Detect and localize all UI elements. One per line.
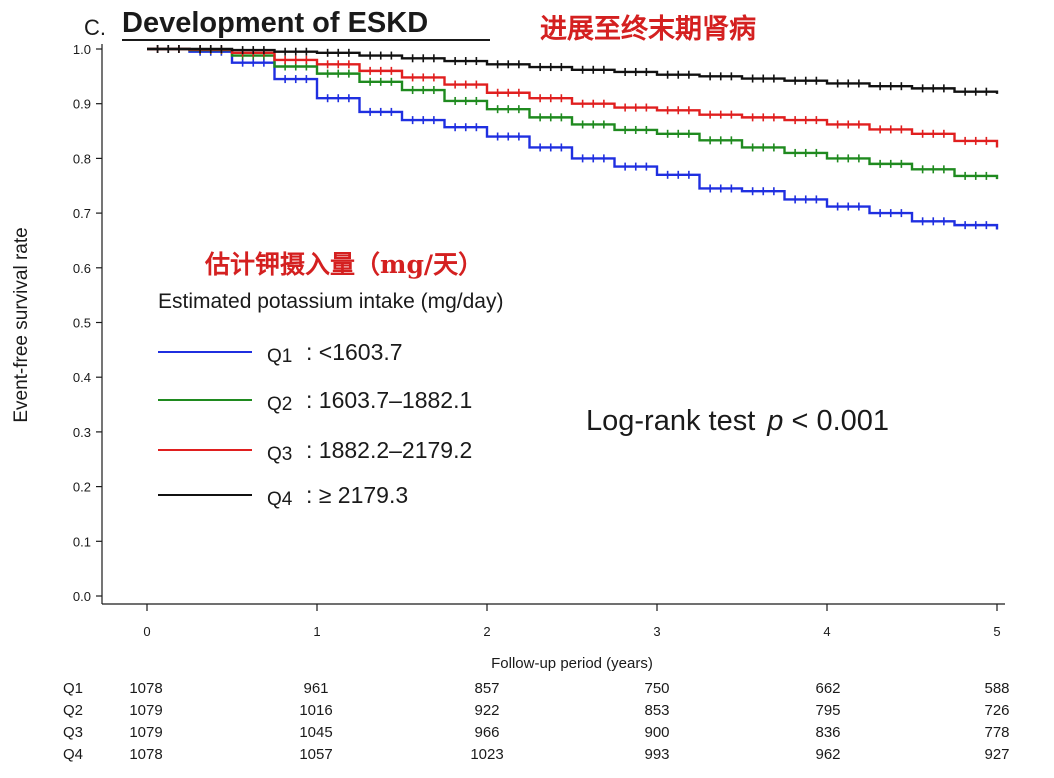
risk-cell: 962 [815,746,840,763]
risk-cell: 588 [984,680,1009,697]
legend-range: : 1882.2–2179.2 [306,437,472,463]
logrank-annotation: Log-rank test p < 0.001 [586,405,889,437]
x-tick-label: 0 [143,624,150,639]
legend: Q1 : <1603.7 Q2 : 1603.7–1882.1 Q3 : 1882.2–2… [158,339,472,510]
risk-cell: 1078 [129,680,162,697]
risk-row-label: Q4 [63,746,83,763]
legend-range: : ≥ 2179.3 [306,482,408,508]
y-tick-label: 0.5 [73,316,91,331]
legend-range: : 1603.7–1882.1 [306,387,472,413]
risk-cell: 1079 [129,702,162,719]
risk-cell: 1078 [129,746,162,763]
legend-quartile: Q1 [267,346,292,367]
panel-letter: C. [84,15,106,40]
risk-table: Q1 1078 961 857 750 662 588 Q2 1079 1016 922 853 795… [63,680,1010,763]
panel-title: Development of ESKD [122,7,428,39]
logrank-p-symbol: p [766,405,783,437]
risk-row-q1: Q1 1078 961 857 750 662 588 [63,680,1010,697]
legend-item-q3: Q3 : 1882.2–2179.2 [158,437,472,465]
risk-cell: 1057 [299,746,332,763]
y-tick-label: 1.0 [73,42,91,57]
survival-curves [147,45,999,230]
x-axis-ticks: 0 1 2 3 4 5 [143,604,1001,639]
risk-cell: 1016 [299,702,332,719]
y-tick-label: 0.3 [73,425,91,440]
legend-range: : <1603.7 [306,339,403,365]
legend-quartile: Q3 [267,444,292,465]
risk-cell: 927 [984,746,1009,763]
risk-cell: 662 [815,680,840,697]
legend-heading-cn: 估计钾摄入量（mg/天） [204,250,483,279]
risk-cell: 857 [474,680,499,697]
censor-marks-q1 [156,45,988,230]
censor-marks-q2 [156,45,988,180]
x-tick-label: 2 [483,624,490,639]
curve-q2 [147,47,999,180]
y-tick-label: 0.1 [73,534,91,549]
risk-cell: 750 [644,680,669,697]
risk-row-label: Q2 [63,702,83,719]
legend-item-q1: Q1 : <1603.7 [158,339,403,367]
risk-cell: 726 [984,702,1009,719]
legend-heading: Estimated potassium intake (mg/day) [158,290,503,313]
y-tick-label: 0.9 [73,97,91,112]
legend-quartile: Q4 [267,489,293,510]
logrank-label: Log-rank test [586,405,755,437]
curve-q1 [147,47,999,230]
y-tick-label: 0.7 [73,206,91,221]
risk-cell: 853 [644,702,669,719]
risk-cell: 922 [474,702,499,719]
y-tick-label: 0.0 [73,589,91,604]
y-tick-label: 0.2 [73,480,91,495]
risk-cell: 993 [644,746,669,763]
legend-quartile: Q2 [267,394,292,415]
y-tick-label: 0.8 [73,151,91,166]
legend-item-q2: Q2 : 1603.7–1882.1 [158,387,472,415]
legend-item-q4: Q4 : ≥ 2179.3 [158,482,408,510]
risk-cell: 900 [644,724,669,741]
risk-cell: 1079 [129,724,162,741]
risk-cell: 1023 [470,746,503,763]
risk-row-label: Q3 [63,724,83,741]
risk-cell: 961 [303,680,328,697]
risk-row-q3: Q3 1079 1045 966 900 836 778 [63,724,1010,741]
risk-cell: 1045 [299,724,332,741]
x-tick-label: 5 [993,624,1000,639]
risk-row-q2: Q2 1079 1016 922 853 795 726 [63,702,1010,719]
risk-cell: 836 [815,724,840,741]
risk-cell: 966 [474,724,499,741]
risk-row-label: Q1 [63,680,83,697]
y-tick-label: 0.6 [73,261,91,276]
y-axis-title: Event-free survival rate [11,227,32,422]
y-tick-label: 0.4 [73,370,91,385]
panel-title-cn: 进展至终末期肾病 [540,13,756,45]
risk-cell: 778 [984,724,1009,741]
x-tick-label: 1 [313,624,320,639]
censor-marks-q4 [156,45,988,96]
curve-q3 [147,47,999,148]
risk-row-q4: Q4 1078 1057 1023 993 962 927 [63,746,1010,763]
x-tick-label: 3 [653,624,660,639]
x-axis-title: Follow-up period (years) [491,655,653,672]
logrank-p-value: < 0.001 [783,405,889,437]
x-tick-label: 4 [823,624,830,639]
y-axis-ticks: 0.0 0.1 0.2 0.3 0.4 0.5 0.6 0.7 0.8 0.9 1.0 [73,42,102,604]
risk-cell: 795 [815,702,840,719]
